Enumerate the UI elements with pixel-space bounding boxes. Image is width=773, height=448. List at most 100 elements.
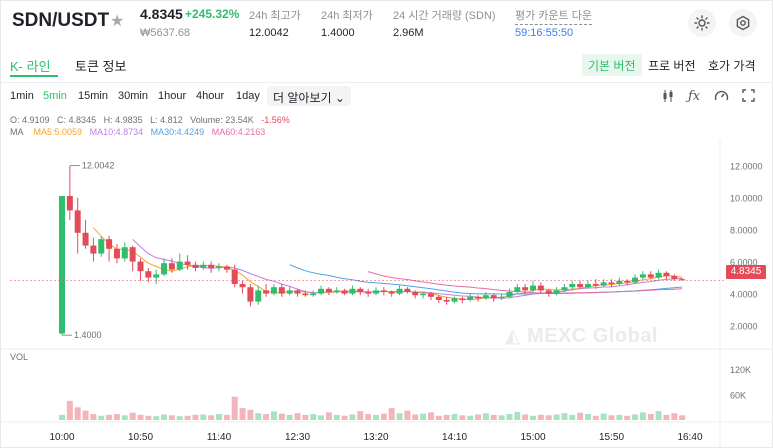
volume-bar <box>647 414 654 420</box>
volume-bar <box>349 414 356 420</box>
candle-body <box>333 290 340 292</box>
volume-bar <box>302 414 309 420</box>
volume-bar <box>412 414 419 420</box>
volume-bar <box>624 415 631 420</box>
interval-15min[interactable]: 15min <box>78 90 108 102</box>
volume-bar <box>577 412 584 420</box>
candle-type-icon[interactable] <box>662 89 674 106</box>
interval-1hour[interactable]: 1hour <box>158 90 187 102</box>
candle-body <box>310 293 317 296</box>
volume-bar <box>318 415 325 420</box>
candle-body <box>671 276 678 280</box>
stat-volume-label: 24 시간 거래량 (SDN) <box>393 10 496 22</box>
volume-bar <box>192 414 199 420</box>
interval-1min[interactable]: 1min <box>10 90 34 102</box>
volume-bar <box>98 415 105 420</box>
stat-high-label: 24h 최고가 <box>249 10 301 22</box>
volume-bar <box>404 410 411 420</box>
candle-body <box>161 263 168 275</box>
ma-label: MA <box>10 127 24 137</box>
volume-bar <box>569 414 576 420</box>
indicator-icon[interactable]: ƒx <box>688 89 701 104</box>
volume-bar <box>506 414 513 420</box>
candle-body <box>459 298 466 300</box>
candle-body <box>569 284 576 288</box>
volume-bar <box>553 414 560 420</box>
candle-body <box>66 196 73 211</box>
candle-body <box>647 274 654 278</box>
volume-bar <box>263 414 270 420</box>
time-tick-label: 12:30 <box>285 432 310 443</box>
candle-body <box>325 288 332 292</box>
price-tick-label: 12.0000 <box>730 162 763 172</box>
stat-volume-value: 2.96M <box>393 27 424 39</box>
tab-kline[interactable]: K- 라인 <box>10 59 51 74</box>
volume-bar <box>310 414 317 420</box>
more-label: 더 알아보기 <box>273 91 332 105</box>
candle-body <box>176 261 183 270</box>
interval-4hour[interactable]: 4hour <box>196 90 225 102</box>
candle-body <box>553 290 560 294</box>
candle-body <box>467 296 474 300</box>
volume-bar <box>357 411 364 420</box>
candle-body <box>420 293 427 296</box>
volume-bar <box>184 415 191 420</box>
candle-body <box>59 196 65 334</box>
candle-body <box>98 239 105 254</box>
view-pro-button[interactable]: 프로 버전 <box>648 59 696 73</box>
candle-body <box>639 274 646 278</box>
candle-body <box>427 293 434 297</box>
candle-body <box>357 288 364 292</box>
volume-bar <box>365 414 372 420</box>
view-orderbook-button[interactable]: 호가 가격 <box>708 59 756 73</box>
volume-bar <box>443 414 450 420</box>
view-basic-button[interactable]: 기본 버전 <box>582 54 642 76</box>
volume-bar <box>341 415 348 420</box>
ohlc-volume: Volume: 23.54K <box>190 115 254 125</box>
time-tick-label: 10:50 <box>128 432 153 443</box>
volume-bar <box>600 413 607 420</box>
volume-bar <box>639 412 646 420</box>
candle-body <box>608 282 615 284</box>
candle-body <box>600 282 607 286</box>
candle-body <box>514 287 521 292</box>
volume-bar <box>467 415 474 420</box>
candle-body <box>624 280 631 283</box>
chevron-down-icon: ⌄ <box>334 91 345 105</box>
fullscreen-icon[interactable] <box>742 89 755 105</box>
volume-bar <box>584 414 591 420</box>
candle-body <box>74 210 81 233</box>
candle-body <box>616 280 623 284</box>
candle-body <box>561 287 568 291</box>
stat-high-value: 12.0042 <box>249 27 289 39</box>
candle-body <box>270 287 277 294</box>
timer-icon[interactable] <box>714 89 729 106</box>
interval-30min[interactable]: 30min <box>118 90 148 102</box>
tab-token-info[interactable]: 토큰 정보 <box>75 59 127 74</box>
volume-bar <box>608 415 615 420</box>
volume-label: VOL <box>10 352 29 362</box>
candle-body <box>121 247 128 259</box>
favorite-star-icon[interactable]: ★ <box>110 13 125 30</box>
candle-body <box>168 263 175 270</box>
candle-body <box>592 284 599 286</box>
volume-bar <box>113 414 120 420</box>
candle-body <box>129 247 136 262</box>
price-tick-label: 8.0000 <box>730 226 758 236</box>
candle-body <box>530 285 536 291</box>
candle-body <box>318 288 325 294</box>
candle-body <box>435 296 442 300</box>
last-price-tag: 4.8345 <box>726 265 766 279</box>
volume-bar <box>632 414 639 420</box>
settings-sun-icon[interactable] <box>688 9 716 37</box>
candle-body <box>113 248 120 259</box>
gear-icon[interactable] <box>729 9 757 37</box>
interval-5min[interactable]: 5min <box>43 90 67 102</box>
time-tick-label: 14:10 <box>442 432 467 443</box>
more-intervals-dropdown[interactable]: 더 알아보기 ⌄ <box>267 86 351 106</box>
time-tick-label: 13:20 <box>363 432 388 443</box>
stat-low-value: 1.4000 <box>321 27 355 39</box>
interval-1day[interactable]: 1day <box>236 90 260 102</box>
volume-bar <box>239 408 246 420</box>
